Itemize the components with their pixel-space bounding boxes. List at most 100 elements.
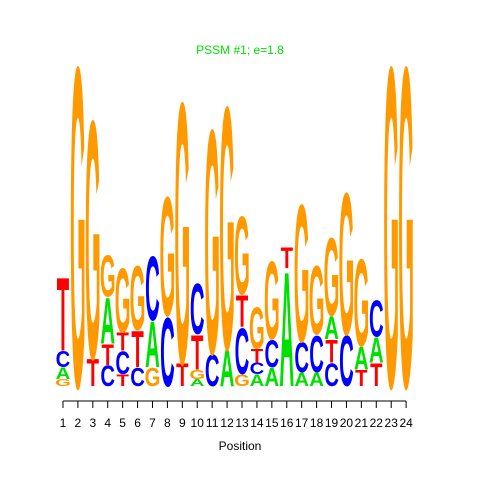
x-tick-label: 1 [60, 416, 67, 430]
logo-letter-G: G [324, 215, 340, 339]
logo-letter-C: C [100, 360, 115, 393]
logo-column: TG [174, 26, 190, 443]
logo-letter-A: A [56, 364, 71, 383]
logo-letter-C: C [369, 290, 384, 348]
x-tick-label: 20 [340, 416, 354, 430]
logo-letter-T: T [325, 332, 338, 369]
logo-column: AT [279, 237, 294, 421]
chart-title: PSSM #1; e=1.8 [196, 43, 284, 57]
logo-letter-A: A [279, 237, 294, 421]
logo-letter-T: T [87, 351, 99, 395]
logo-letter-G: G [294, 164, 310, 383]
logo-column: GAC [145, 239, 161, 392]
logo-letter-T: T [176, 356, 189, 393]
x-tick-label: 24 [399, 416, 413, 430]
logo-letter-T: T [116, 371, 129, 390]
x-tick-label: 16 [280, 416, 294, 430]
x-tick-label: 9 [179, 416, 186, 430]
logo-letter-C: C [250, 359, 265, 378]
x-tick-label: 2 [75, 416, 82, 430]
logo-letter-G: G [264, 239, 280, 363]
logo-letter-G: G [160, 161, 176, 352]
logo-letter-A: A [369, 332, 384, 371]
x-tick-label: 3 [89, 416, 96, 430]
x-tick-label: 22 [370, 416, 384, 430]
logo-letter-T: T [131, 321, 143, 379]
x-axis-label: Position [219, 439, 262, 453]
x-tick-label: 4 [104, 416, 111, 430]
logo-column: G [398, 0, 414, 480]
logo-letter-G: G [383, 0, 399, 480]
logo-letter-G: G [204, 64, 220, 422]
logo-column: TAG [353, 233, 369, 391]
logo-letter-C: C [56, 346, 71, 372]
logo-letter-A: A [265, 363, 280, 392]
logo-letter-G: G [100, 244, 116, 310]
logo-letter-C: C [145, 239, 160, 341]
x-tick-label: 10 [191, 416, 205, 430]
logo-letter-G: G [55, 378, 71, 388]
logo-letter-G: G [339, 150, 355, 378]
logo-column: CTG [130, 248, 146, 392]
logo-letter-G: G [353, 233, 369, 373]
logo-letter-A: A [309, 369, 324, 391]
logo-letter-G: G [234, 371, 250, 390]
x-tick-label: 14 [250, 416, 264, 430]
logo-letter-C: C [205, 345, 220, 397]
logo-letter-A: A [324, 309, 339, 346]
logo-letter-A: A [100, 285, 115, 358]
x-tick-label: 6 [134, 416, 141, 430]
logo-column: CG [204, 64, 220, 422]
logo-letter-T: T [236, 286, 249, 338]
logo-letter-C: C [265, 332, 280, 376]
logo-letter-C: C [115, 344, 130, 381]
x-axis: 1 2 3 4 5 6 7 8 9 10 11 12 13 14 15 16 17 18 19 20 21 22 23 24 [60, 400, 413, 430]
logo-column: CG [160, 161, 176, 408]
logo-column: CG [339, 150, 355, 403]
logo-letter-T: T [281, 243, 294, 276]
x-tick-label: 19 [325, 416, 339, 430]
logo-letter-A: A [250, 371, 265, 390]
logo-letter-C: C [130, 363, 145, 392]
logo-letter-C: C [324, 356, 339, 393]
x-tick-label: 8 [164, 416, 171, 430]
logo-column: TG [85, 51, 101, 431]
logo-letter-C: C [160, 299, 175, 408]
x-tick-label: 18 [310, 416, 324, 430]
logo-letter-A: A [220, 340, 235, 398]
x-tick-label: 11 [206, 416, 219, 430]
x-tick-label: 13 [235, 416, 249, 430]
logo-letter-A: A [145, 309, 160, 382]
logo-letter-G: G [130, 248, 146, 350]
logo-letter-C: C [190, 270, 205, 350]
x-tick-label: 15 [265, 416, 279, 430]
x-tick-label: 12 [220, 416, 234, 430]
logo-letter-G: G [189, 367, 205, 382]
logo-letter-G: G [249, 296, 265, 362]
logo-letter-G: G [115, 250, 131, 352]
logo-letter-G: G [309, 247, 325, 356]
x-tick-label: 17 [295, 416, 309, 430]
logo-letter-A: A [354, 339, 369, 376]
logo-letter-A: A [190, 378, 205, 388]
logo-letter-G: G [145, 363, 161, 392]
logo-column: AG [219, 35, 235, 423]
logo-column: ACG [309, 247, 325, 391]
logo-letter-G: G [398, 0, 414, 480]
logo-letter-T: T [102, 339, 115, 372]
x-tick-label: 7 [149, 416, 156, 430]
logo-letter-T: T [191, 325, 203, 380]
logo-letter-C: C [235, 316, 250, 389]
logo-letter-G: G [234, 194, 250, 318]
logo-letter-C: C [339, 322, 354, 402]
logo-column: G [70, 0, 86, 480]
